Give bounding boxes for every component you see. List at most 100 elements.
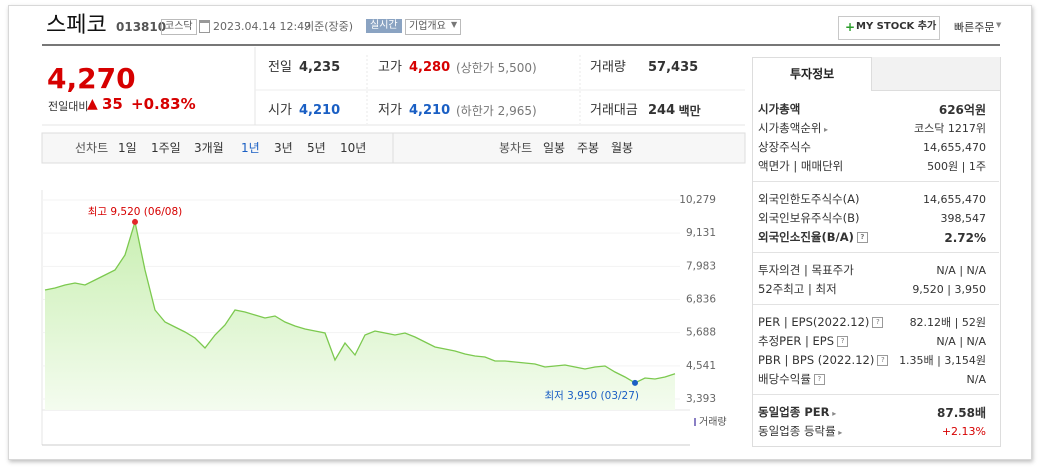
info-value: +2.13% — [941, 425, 986, 438]
help-icon[interactable]: ? — [837, 336, 849, 347]
info-label: PER | EPS(2022.12)? — [758, 316, 884, 329]
summary-note: (상한가 5,500) — [456, 61, 537, 75]
price-line — [44, 221, 676, 384]
section-divider — [752, 252, 999, 253]
summary-label: 시가 — [268, 103, 292, 118]
info-panel — [752, 57, 1001, 447]
info-label: 액면가 | 매매단위 — [758, 159, 844, 173]
info-value: 14,655,470 — [923, 193, 986, 206]
info-label: PBR | BPS (2022.12)? — [758, 354, 889, 367]
info-value: 14,655,470 — [923, 141, 986, 154]
datetime: 2023.04.14 12:49 — [213, 20, 312, 33]
change-pct: +0.83% — [131, 95, 196, 113]
arrow-icon: ▸ — [829, 409, 837, 418]
info-value: N/A | N/A — [936, 335, 986, 348]
quick-order[interactable]: 빠른주문 — [954, 21, 995, 34]
period-tab[interactable]: 3년 — [274, 141, 293, 155]
price: 4,270 — [47, 62, 136, 95]
tab-label: 봉차트 — [499, 141, 533, 155]
calendar-icon — [199, 20, 210, 33]
summary-note: 백만 — [678, 104, 701, 118]
period-tab[interactable]: 10년 — [340, 141, 367, 155]
summary-label: 고가 — [378, 60, 402, 75]
candle-tab[interactable]: 주봉 — [577, 141, 600, 155]
info-value: 82.12배 | 52원 — [909, 316, 986, 329]
high-point — [132, 218, 138, 225]
overview-button[interactable]: 기업개요 — [405, 19, 461, 35]
period-tab[interactable]: 5년 — [307, 141, 326, 155]
candle-tab[interactable]: 일봉 — [543, 141, 566, 155]
info-label: 외국인소진율(B/A)? — [758, 231, 868, 244]
summary-value: 4,280 — [409, 60, 451, 75]
realtime-badge[interactable]: 실시간 — [366, 19, 402, 33]
info-label: 동일업종 PER ▸ — [758, 405, 837, 419]
y-tick-label: 5,688 — [686, 327, 716, 339]
info-label: 외국인보유주식수(B) — [758, 211, 860, 225]
section-divider — [752, 304, 999, 305]
tab-bg — [871, 57, 1000, 91]
info-value: 코스닥 1217위 — [914, 122, 986, 135]
info-value: 1.35배 | 3,154원 — [899, 354, 986, 367]
period-tab[interactable]: 3개월 — [194, 141, 224, 155]
summary-label: 저가 — [378, 103, 402, 118]
period-tab[interactable]: 1일 — [118, 141, 137, 155]
info-label: 52주최고 | 최저 — [758, 282, 837, 296]
info-label: 투자의견 | 목표주가 — [758, 263, 854, 277]
y-tick-label: 6,836 — [686, 294, 716, 306]
info-label: 동일업종 등락률 ▸ — [758, 424, 843, 438]
summary-value: 244 — [648, 103, 676, 118]
summary-value: 4,235 — [299, 60, 341, 75]
basis: 기준(장중) — [304, 20, 354, 33]
summary-value: 4,210 — [409, 103, 451, 118]
info-label: 시가총액 — [758, 102, 801, 116]
mystock-label: MY STOCK 추가 — [856, 21, 937, 32]
summary-label: 전일 — [268, 60, 292, 75]
market-badge: 코스닥 — [161, 19, 197, 35]
change: 35 — [102, 95, 123, 113]
info-tab[interactable]: 투자정보 — [790, 67, 835, 81]
candle-tab[interactable]: 월봉 — [611, 141, 634, 155]
info-value: 500원 | 1주 — [927, 160, 986, 173]
caret: ▼ — [996, 21, 1002, 29]
info-value: 87.58배 — [937, 406, 986, 420]
info-value: N/A — [966, 373, 986, 386]
help-icon[interactable]: ? — [872, 317, 884, 328]
y-tick-label: 10,279 — [679, 194, 716, 206]
stock-name: 스페코 — [46, 13, 107, 38]
stock-code: 013810 — [116, 20, 167, 34]
caret: ▼ — [451, 20, 458, 29]
arrow-icon: ▸ — [835, 428, 843, 437]
high-label: 최고 9,520 (06/08) — [88, 206, 183, 218]
period-tab[interactable]: 1주일 — [151, 141, 181, 155]
low-point — [632, 379, 638, 386]
info-label: 시가총액순위 ▸ — [758, 121, 829, 135]
tab-label: 선차트 — [75, 141, 109, 155]
y-tick-label: 4,541 — [686, 360, 716, 372]
summary-note: (하한가 2,965) — [456, 104, 537, 118]
summary-label: 거래대금 — [590, 103, 638, 118]
info-label: 배당수익률? — [758, 373, 825, 386]
summary-value: 4,210 — [299, 103, 341, 118]
info-value: 9,520 | 3,950 — [912, 283, 986, 296]
info-value: N/A | N/A — [936, 264, 986, 277]
mystock-button[interactable] — [838, 16, 940, 40]
y-tick-label: 3,393 — [686, 393, 716, 405]
up-arrow: ▲ — [87, 96, 98, 112]
arrow-icon: ▸ — [821, 125, 829, 134]
info-label: 추정PER | EPS? — [758, 335, 849, 348]
help-icon[interactable]: ? — [813, 374, 825, 385]
section-divider — [752, 394, 999, 395]
section-divider — [752, 181, 999, 182]
price-area — [45, 221, 675, 410]
change-label: 전일대비 — [48, 100, 89, 113]
summary-value: 57,435 — [648, 60, 699, 75]
volume-legend: 거래량 — [699, 416, 727, 428]
info-value: 2.72% — [944, 231, 986, 245]
info-label: 외국인한도주식수(A) — [758, 192, 860, 206]
low-label: 최저 3,950 (03/27) — [544, 390, 639, 402]
info-label: 상장주식수 — [758, 140, 811, 154]
period-tab[interactable]: 1년 — [241, 141, 260, 155]
help-icon[interactable]: ? — [877, 355, 889, 366]
help-icon[interactable]: ? — [856, 232, 868, 243]
